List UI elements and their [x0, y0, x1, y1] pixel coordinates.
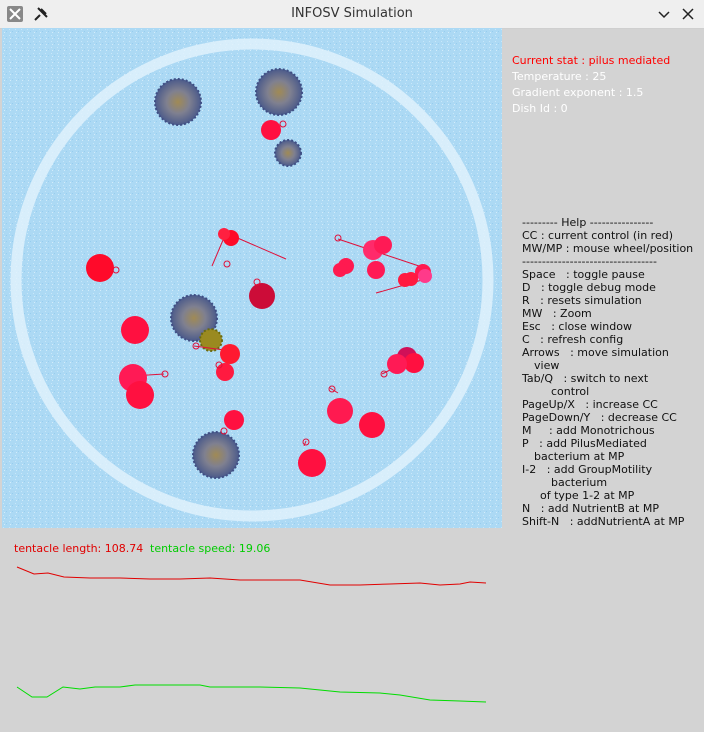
help-line: bacterium — [551, 476, 608, 489]
nutrient-colony — [199, 328, 223, 352]
bacterium — [333, 263, 347, 277]
help-line: Space : toggle pause — [522, 268, 645, 281]
bacterium — [298, 449, 326, 477]
bacterium — [86, 254, 114, 282]
help-line: --------- Help ---------------- — [522, 216, 654, 229]
bacterium — [367, 261, 385, 279]
tentacle-length-label: tentacle length: 108.74 — [14, 542, 144, 555]
pilus — [329, 387, 339, 394]
help-line: Shift-N : addNutrientA at MP — [522, 515, 685, 528]
nutrient-colony — [274, 139, 302, 167]
help-line: of type 1-2 at MP — [540, 489, 635, 502]
help-line: I-2 : add GroupMotility — [522, 463, 653, 476]
pilus-tip — [192, 342, 200, 350]
nutrient-colony — [154, 78, 202, 126]
pilus-tip — [223, 260, 231, 268]
pilus-tip — [253, 278, 261, 286]
help-line: MW/MP : mouse wheel/position — [522, 242, 694, 255]
current-stat: Current stat : pilus mediated — [512, 54, 671, 67]
help-line: R : resets simulation — [522, 294, 642, 307]
minimize-button[interactable] — [655, 5, 673, 23]
bacterium — [249, 283, 275, 309]
help-line: N : add NutrientB at MP — [522, 502, 659, 515]
bacterium — [121, 316, 149, 344]
graph-area — [16, 566, 487, 703]
pilus-tip — [112, 266, 120, 274]
bacterium — [220, 344, 240, 364]
nutrient-colony — [192, 431, 240, 479]
help-line: Esc : close window — [522, 320, 632, 333]
help-line: control — [551, 385, 590, 398]
pilus-tip — [215, 361, 223, 369]
close-button[interactable] — [679, 5, 697, 23]
dish-id: Dish Id : 0 — [512, 102, 568, 115]
bacterium — [387, 354, 407, 374]
help-line: CC : current control (in red) — [522, 229, 674, 242]
bacteria — [86, 120, 432, 477]
help-line: Arrows : move simulation — [522, 346, 669, 359]
nutrient-colony — [170, 294, 218, 342]
bacterium — [216, 363, 234, 381]
pilus-tip — [328, 385, 336, 393]
help-line: PageDown/Y : decrease CC — [522, 411, 677, 424]
app-icon[interactable] — [6, 5, 24, 23]
help-line: ---------------------------------- — [522, 255, 657, 268]
bacterium — [398, 273, 412, 287]
help-line: P : add PilusMediated — [522, 437, 647, 450]
nutrients — [154, 68, 303, 479]
simulation-view — [2, 28, 502, 528]
gradient-exponent: Gradient exponent : 1.5 — [512, 86, 644, 99]
pilus-tip — [279, 120, 287, 128]
bacterium — [359, 412, 385, 438]
help-line: bacterium at MP — [534, 450, 625, 463]
pilus-tip — [334, 234, 342, 242]
pilus-tip — [302, 438, 310, 446]
speed-curve — [16, 684, 487, 703]
pin-button[interactable] — [32, 5, 50, 23]
help-line: C : refresh config — [522, 333, 624, 346]
pilus-tip — [161, 370, 169, 378]
title-bar: INFOSV Simulation — [0, 0, 704, 29]
help-line: Tab/Q : switch to next — [522, 372, 649, 385]
length-curve — [16, 566, 487, 586]
petri-dish-edge — [10, 38, 494, 522]
help-line: MW : Zoom — [522, 307, 592, 320]
bacterium — [224, 410, 244, 430]
bacterium — [218, 228, 230, 240]
help-line: D : toggle debug mode — [522, 281, 656, 294]
pilus-tip — [220, 427, 228, 435]
bacterium — [374, 236, 392, 254]
bacterium — [418, 269, 432, 283]
help-line: M : add Monotrichous — [522, 424, 655, 437]
help-line: PageUp/X : increase CC — [522, 398, 658, 411]
bacterium — [261, 120, 281, 140]
pilus — [303, 440, 307, 447]
help-line: view — [534, 359, 560, 372]
pilus-tip — [380, 370, 388, 378]
temperature: Temperature : 25 — [512, 70, 607, 83]
bacterium — [327, 398, 353, 424]
bacterium — [126, 381, 154, 409]
window-title: INFOSV Simulation — [291, 6, 413, 21]
tentacle-speed-label: tentacle speed: 19.06 — [150, 542, 271, 555]
bacterium — [404, 353, 424, 373]
nutrient-colony — [255, 68, 303, 116]
stats-panel: Current stat : pilus mediated Temperatur… — [512, 54, 670, 119]
